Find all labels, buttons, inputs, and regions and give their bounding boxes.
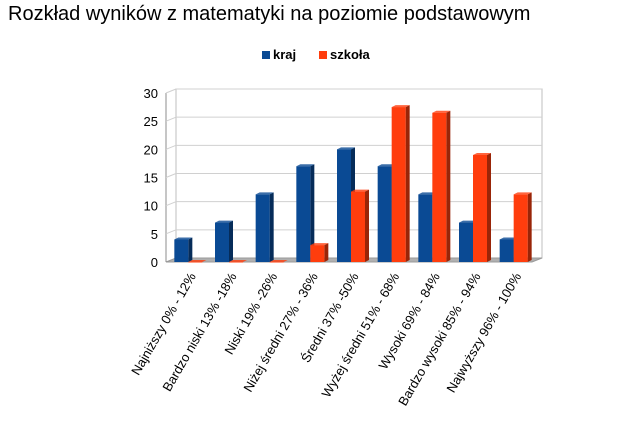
y-tick-label: 25 bbox=[144, 114, 158, 129]
bar-front bbox=[229, 262, 243, 263]
bar-szkoła-7 bbox=[432, 110, 451, 262]
bar-szkoła-1 bbox=[188, 260, 207, 263]
x-axis-labels: Najniższy 0% - 12%Bardzo niski 13% -18%N… bbox=[128, 270, 524, 409]
y-tick-label: 10 bbox=[144, 199, 158, 214]
gridline-side bbox=[165, 144, 177, 150]
bar-front bbox=[255, 194, 270, 262]
y-tick-label: 0 bbox=[151, 255, 158, 270]
bar-side bbox=[324, 243, 329, 262]
bar-side bbox=[229, 220, 233, 262]
bar-side bbox=[310, 164, 315, 262]
bar-top bbox=[255, 192, 274, 195]
gridline-side bbox=[165, 116, 177, 122]
y-tick-label: 30 bbox=[144, 86, 158, 101]
bar-top bbox=[513, 192, 532, 195]
bar-series bbox=[174, 105, 532, 263]
legend-swatch-szkoła bbox=[319, 51, 327, 59]
bar-szkoła-6 bbox=[391, 105, 410, 262]
bar-szkoła-3 bbox=[269, 260, 288, 263]
bar-side bbox=[487, 152, 491, 262]
bar-front bbox=[296, 166, 311, 262]
bar-top bbox=[188, 260, 207, 262]
bar-top bbox=[174, 237, 193, 240]
x-tick-label: Niżej średni 27% - 36% bbox=[240, 270, 321, 395]
bar-front bbox=[269, 262, 284, 263]
bar-front bbox=[351, 191, 365, 262]
bar-side bbox=[269, 192, 274, 262]
bar-front bbox=[499, 239, 514, 262]
bar-front bbox=[215, 222, 229, 262]
bar-side bbox=[446, 110, 451, 262]
bar-top bbox=[432, 110, 451, 113]
bar-top bbox=[229, 260, 247, 262]
bar-top bbox=[473, 152, 491, 155]
bar-szkoła-8 bbox=[473, 152, 491, 262]
chart-title: Rozkład wyników z matematyki na poziomie… bbox=[8, 3, 531, 25]
bar-front bbox=[377, 166, 392, 262]
bar-side bbox=[188, 237, 193, 262]
bar-top bbox=[499, 237, 518, 240]
bar-front bbox=[174, 239, 189, 262]
bar-side bbox=[405, 105, 410, 262]
legend-label-szkoła: szkoła bbox=[330, 47, 371, 62]
y-axis-ticks: 0 5 10 15 20 25 30 bbox=[144, 86, 158, 270]
bar-side bbox=[365, 189, 369, 262]
bar-front bbox=[310, 245, 325, 262]
bar-front bbox=[473, 154, 487, 262]
x-tick-label: Wyżej średni 51% - 68% bbox=[319, 270, 403, 400]
bar-top bbox=[310, 243, 329, 246]
bar-top bbox=[418, 192, 437, 195]
bar-front bbox=[337, 149, 351, 262]
x-tick-label: Najwyższy 96% - 100% bbox=[443, 270, 524, 396]
bar-top bbox=[377, 164, 396, 167]
legend-swatch-kraj bbox=[262, 51, 270, 59]
bar-front bbox=[432, 112, 447, 262]
bar-kraj-1 bbox=[174, 237, 193, 262]
bar-front bbox=[459, 222, 473, 262]
bar-top bbox=[459, 220, 477, 223]
gridline-side bbox=[165, 88, 177, 94]
bar-szkoła-2 bbox=[229, 260, 247, 263]
bar-szkoła-4 bbox=[310, 243, 329, 262]
bar-side bbox=[527, 192, 532, 262]
y-tick-label: 20 bbox=[144, 142, 158, 157]
gridline-side bbox=[165, 173, 177, 178]
bar-szkoła-5 bbox=[351, 189, 369, 262]
bar-front bbox=[418, 194, 433, 262]
bar-front bbox=[188, 262, 203, 263]
legend-label-kraj: kraj bbox=[273, 47, 296, 62]
bar-front bbox=[513, 194, 528, 262]
y-tick-label: 15 bbox=[144, 171, 158, 186]
bar-top bbox=[391, 105, 410, 108]
y-tick-label: 5 bbox=[151, 227, 158, 242]
bar-top bbox=[337, 147, 355, 150]
gridline-side bbox=[165, 229, 177, 235]
x-tick-label: Bardzo niski 13% -18% bbox=[159, 270, 239, 394]
bar-kraj-2 bbox=[215, 220, 233, 262]
bar-top bbox=[269, 260, 288, 262]
bar-top bbox=[296, 164, 315, 167]
bar-top bbox=[215, 220, 233, 223]
bar-front bbox=[391, 107, 406, 262]
bar-kraj-4 bbox=[296, 164, 315, 262]
bar-szkoła-9 bbox=[513, 192, 532, 262]
gridline-side bbox=[165, 201, 177, 207]
bar-top bbox=[351, 189, 369, 192]
bar-kraj-3 bbox=[255, 192, 274, 262]
legend: kraj szkoła bbox=[262, 47, 371, 62]
